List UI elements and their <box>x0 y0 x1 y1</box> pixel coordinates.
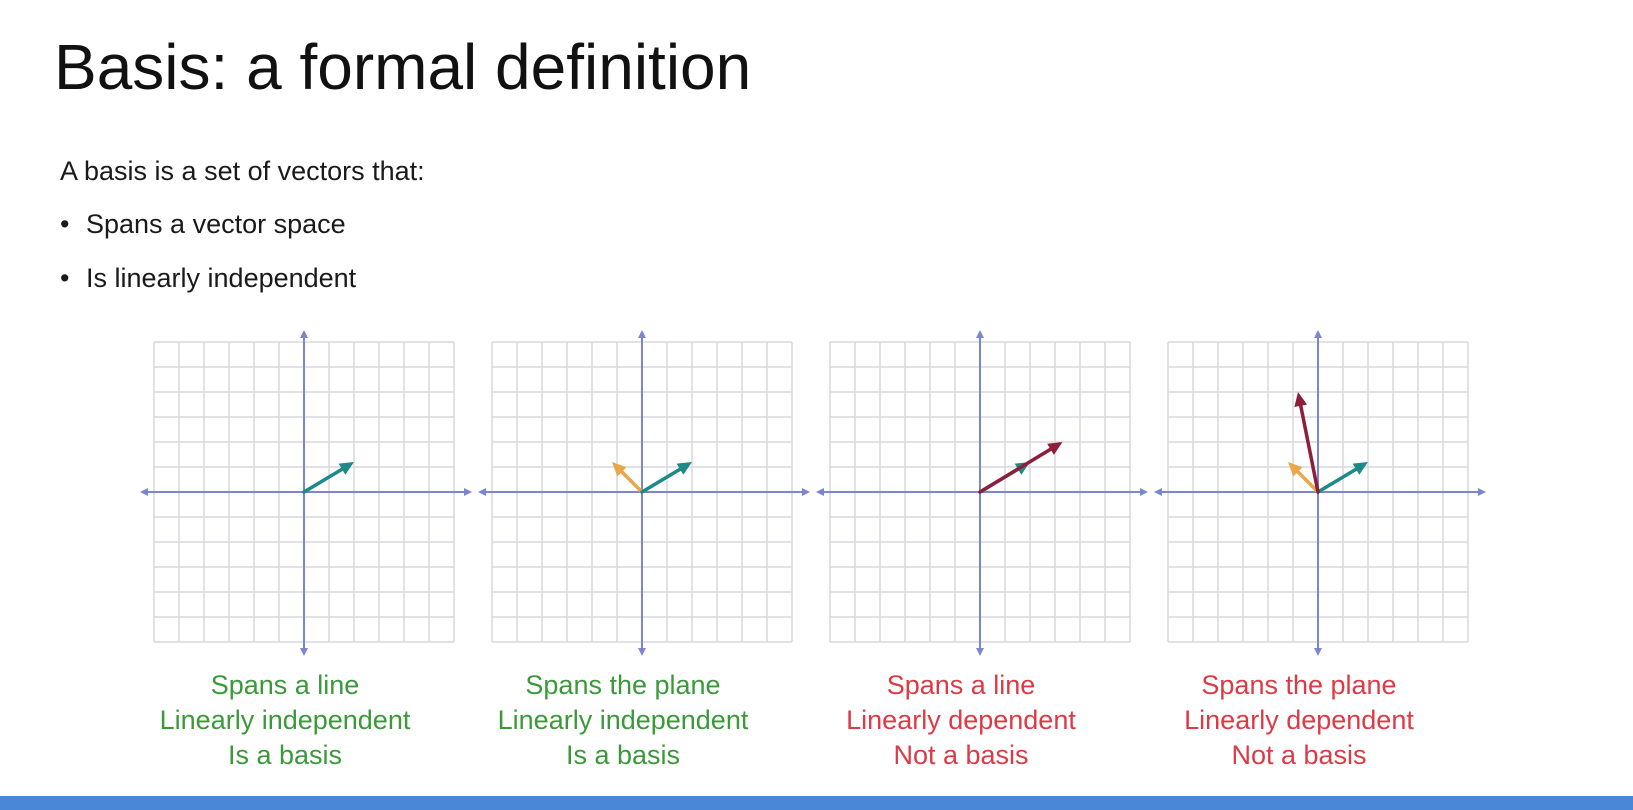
vector-teal <box>302 467 344 494</box>
axis-arrowhead-icon <box>1314 648 1322 656</box>
vector-maroon <box>1298 403 1320 494</box>
vector-arrowhead-icon <box>1288 462 1303 477</box>
intro-text: A basis is a set of vectors that: <box>60 156 425 186</box>
bullet-text: Is linearly independent <box>86 263 357 293</box>
bullet-dot-icon: • <box>60 209 70 239</box>
bullet-item: • Is linearly independent <box>60 262 356 316</box>
plot-content <box>478 330 810 656</box>
axis-arrowhead-icon <box>638 330 646 338</box>
caption-line: Not a basis <box>893 740 1029 770</box>
plot-svg <box>478 330 810 656</box>
plot-svg <box>140 330 472 656</box>
vector-orange <box>1296 470 1320 494</box>
caption-line: Linearly independent <box>497 705 749 735</box>
axis-arrowhead-icon <box>1140 488 1148 496</box>
vector-plot-4 <box>1148 322 1488 662</box>
plot-content <box>140 330 472 656</box>
vector-orange <box>620 470 644 494</box>
caption-line: Linearly dependent <box>1184 705 1414 735</box>
caption-3: Spans a line Linearly dependent Not a ba… <box>791 668 1131 773</box>
caption-line: Spans a line <box>886 670 1036 700</box>
bottom-bar <box>0 796 1633 810</box>
vector-arrowhead-icon <box>338 462 354 475</box>
caption-line: Spans the plane <box>1201 670 1397 700</box>
caption-line: Is a basis <box>565 740 681 770</box>
axis-arrowhead-icon <box>300 648 308 656</box>
vector-teal <box>640 467 682 494</box>
vector-teal <box>1316 467 1358 494</box>
axis-arrowhead-icon <box>976 648 984 656</box>
bullet-text: Spans a vector space <box>86 209 346 239</box>
caption-4: Spans the plane Linearly dependent Not a… <box>1129 668 1469 773</box>
vector-arrowhead-icon <box>676 462 692 475</box>
axis-arrowhead-icon <box>816 488 824 496</box>
caption-2: Spans the plane Linearly independent Is … <box>453 668 793 773</box>
axis-arrowhead-icon <box>1314 330 1322 338</box>
vector-plot-3 <box>810 322 1150 662</box>
caption-1: Spans a line Linearly independent Is a b… <box>115 668 455 773</box>
bullet-list: • Spans a vector space • Is linearly indep… <box>60 208 356 316</box>
caption-line: Spans the plane <box>525 670 721 700</box>
plot-content <box>816 330 1148 656</box>
axis-arrowhead-icon <box>464 488 472 496</box>
vector-arrowhead-icon <box>1047 442 1063 455</box>
plot-svg <box>816 330 1148 656</box>
caption-line: Is a basis <box>227 740 343 770</box>
bullet-item: • Spans a vector space <box>60 208 356 262</box>
axis-arrowhead-icon <box>140 488 148 496</box>
axis-arrowhead-icon <box>638 648 646 656</box>
vector-arrowhead-icon <box>1352 462 1368 475</box>
vector-plot-1 <box>134 322 474 662</box>
caption-line: Spans a line <box>210 670 360 700</box>
vector-plot-2 <box>472 322 812 662</box>
caption-line: Linearly dependent <box>846 705 1076 735</box>
vector-arrowhead-icon <box>612 462 627 477</box>
plot-svg <box>1154 330 1486 656</box>
caption-line: Not a basis <box>1231 740 1367 770</box>
axis-arrowhead-icon <box>1478 488 1486 496</box>
vector-arrowhead-icon <box>1294 392 1308 408</box>
axis-arrowhead-icon <box>976 330 984 338</box>
axis-arrowhead-icon <box>478 488 486 496</box>
axis-arrowhead-icon <box>802 488 810 496</box>
axis-arrowhead-icon <box>1154 488 1162 496</box>
vector-maroon <box>978 447 1053 494</box>
axis-arrowhead-icon <box>300 330 308 338</box>
slide-title: Basis: a formal definition <box>54 31 752 103</box>
caption-line: Linearly independent <box>159 705 411 735</box>
bullet-dot-icon: • <box>60 263 70 293</box>
plot-content <box>1154 330 1486 656</box>
